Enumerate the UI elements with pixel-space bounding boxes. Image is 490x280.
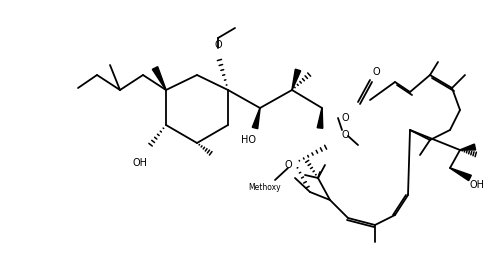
Text: HO: HO: [241, 135, 255, 145]
Polygon shape: [252, 108, 260, 129]
Text: O: O: [341, 130, 349, 140]
Text: OH: OH: [132, 158, 147, 168]
Polygon shape: [292, 69, 301, 90]
Polygon shape: [317, 108, 323, 128]
Text: O: O: [372, 67, 380, 77]
Polygon shape: [460, 144, 476, 150]
Text: O: O: [214, 40, 222, 50]
Polygon shape: [152, 67, 166, 90]
Text: O: O: [341, 113, 349, 123]
Text: Methoxy: Methoxy: [249, 183, 281, 192]
Text: O: O: [284, 160, 292, 170]
Polygon shape: [450, 168, 471, 181]
Text: OH: OH: [469, 180, 485, 190]
